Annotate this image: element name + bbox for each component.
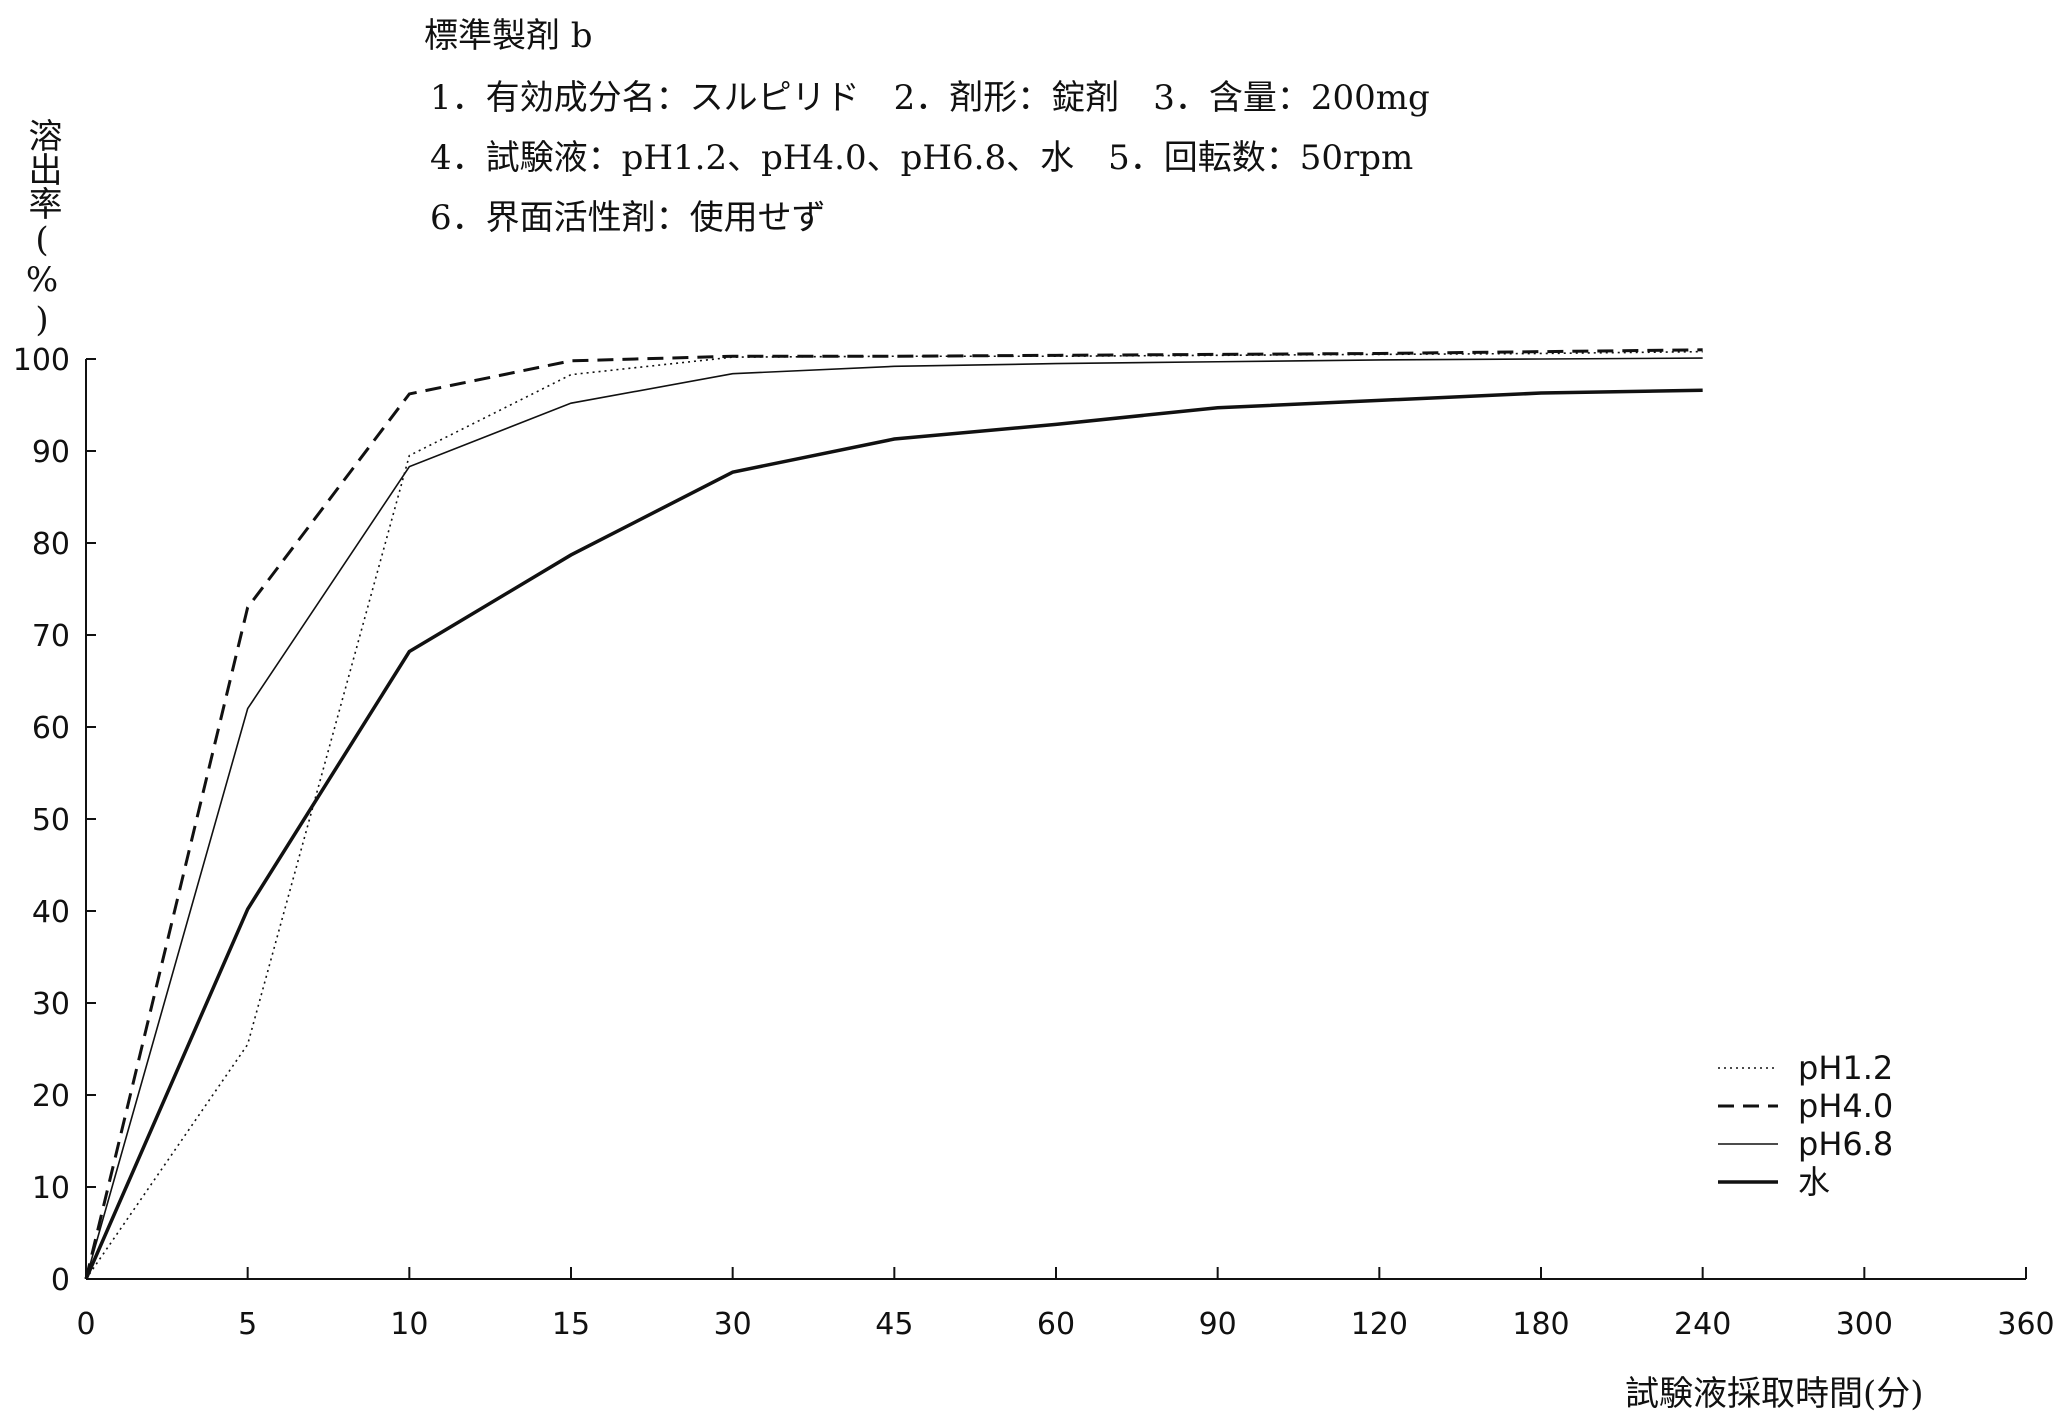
series-line-pH1.2 bbox=[85, 350, 1703, 1280]
y-tick-label: 50 bbox=[32, 803, 70, 838]
x-tick-label: 15 bbox=[552, 1307, 590, 1342]
y-tick-label: 30 bbox=[32, 987, 70, 1022]
x-tick-label: 5 bbox=[238, 1307, 257, 1342]
y-tick-label: 0 bbox=[51, 1263, 70, 1298]
series-line-水 bbox=[84, 388, 1703, 1280]
legend-label: 水 bbox=[1798, 1163, 1830, 1201]
x-tick-label: 360 bbox=[1997, 1307, 2054, 1342]
series-line-pH4.0 bbox=[84, 348, 1703, 1280]
x-tick-label: 45 bbox=[875, 1307, 913, 1342]
chart-title: 標準製剤 b bbox=[424, 16, 593, 56]
series-line-pH6.8 bbox=[85, 357, 1703, 1280]
legend-label: pH6.8 bbox=[1798, 1125, 1893, 1163]
y-axis-label: 溶出率(%) bbox=[22, 118, 62, 340]
y-tick-label: 100 bbox=[13, 343, 70, 378]
y-tick-label: 20 bbox=[32, 1079, 70, 1114]
x-tick-label: 10 bbox=[390, 1307, 428, 1342]
y-tick-label: 10 bbox=[32, 1171, 70, 1206]
y-tick-label: 40 bbox=[32, 895, 70, 930]
condition-line-3: 6．界面活性剤：使用せず bbox=[430, 198, 826, 238]
x-tick-label: 120 bbox=[1351, 1307, 1408, 1342]
y-tick-label: 90 bbox=[32, 435, 70, 470]
condition-line-1: 1．有効成分名：スルピリド 2．剤形：錠剤 3．含量：200mg bbox=[430, 78, 1430, 118]
x-tick-label: 240 bbox=[1674, 1307, 1731, 1342]
y-tick-label: 70 bbox=[32, 619, 70, 654]
y-tick-label: 80 bbox=[32, 527, 70, 562]
y-tick-label: 60 bbox=[32, 711, 70, 746]
x-tick-label: 90 bbox=[1199, 1307, 1237, 1342]
legend-label: pH1.2 bbox=[1798, 1049, 1893, 1087]
x-tick-label: 30 bbox=[714, 1307, 752, 1342]
x-tick-label: 300 bbox=[1836, 1307, 1893, 1342]
x-tick-label: 180 bbox=[1512, 1307, 1569, 1342]
x-tick-label: 0 bbox=[76, 1307, 95, 1342]
x-tick-label: 60 bbox=[1037, 1307, 1075, 1342]
legend-label: pH4.0 bbox=[1798, 1087, 1893, 1125]
condition-line-2: 4．試験液：pH1.2、pH4.0、pH6.8、水 5．回転数：50rpm bbox=[430, 138, 1414, 178]
x-axis-label: 試験液採取時間(分) bbox=[1625, 1374, 1924, 1414]
